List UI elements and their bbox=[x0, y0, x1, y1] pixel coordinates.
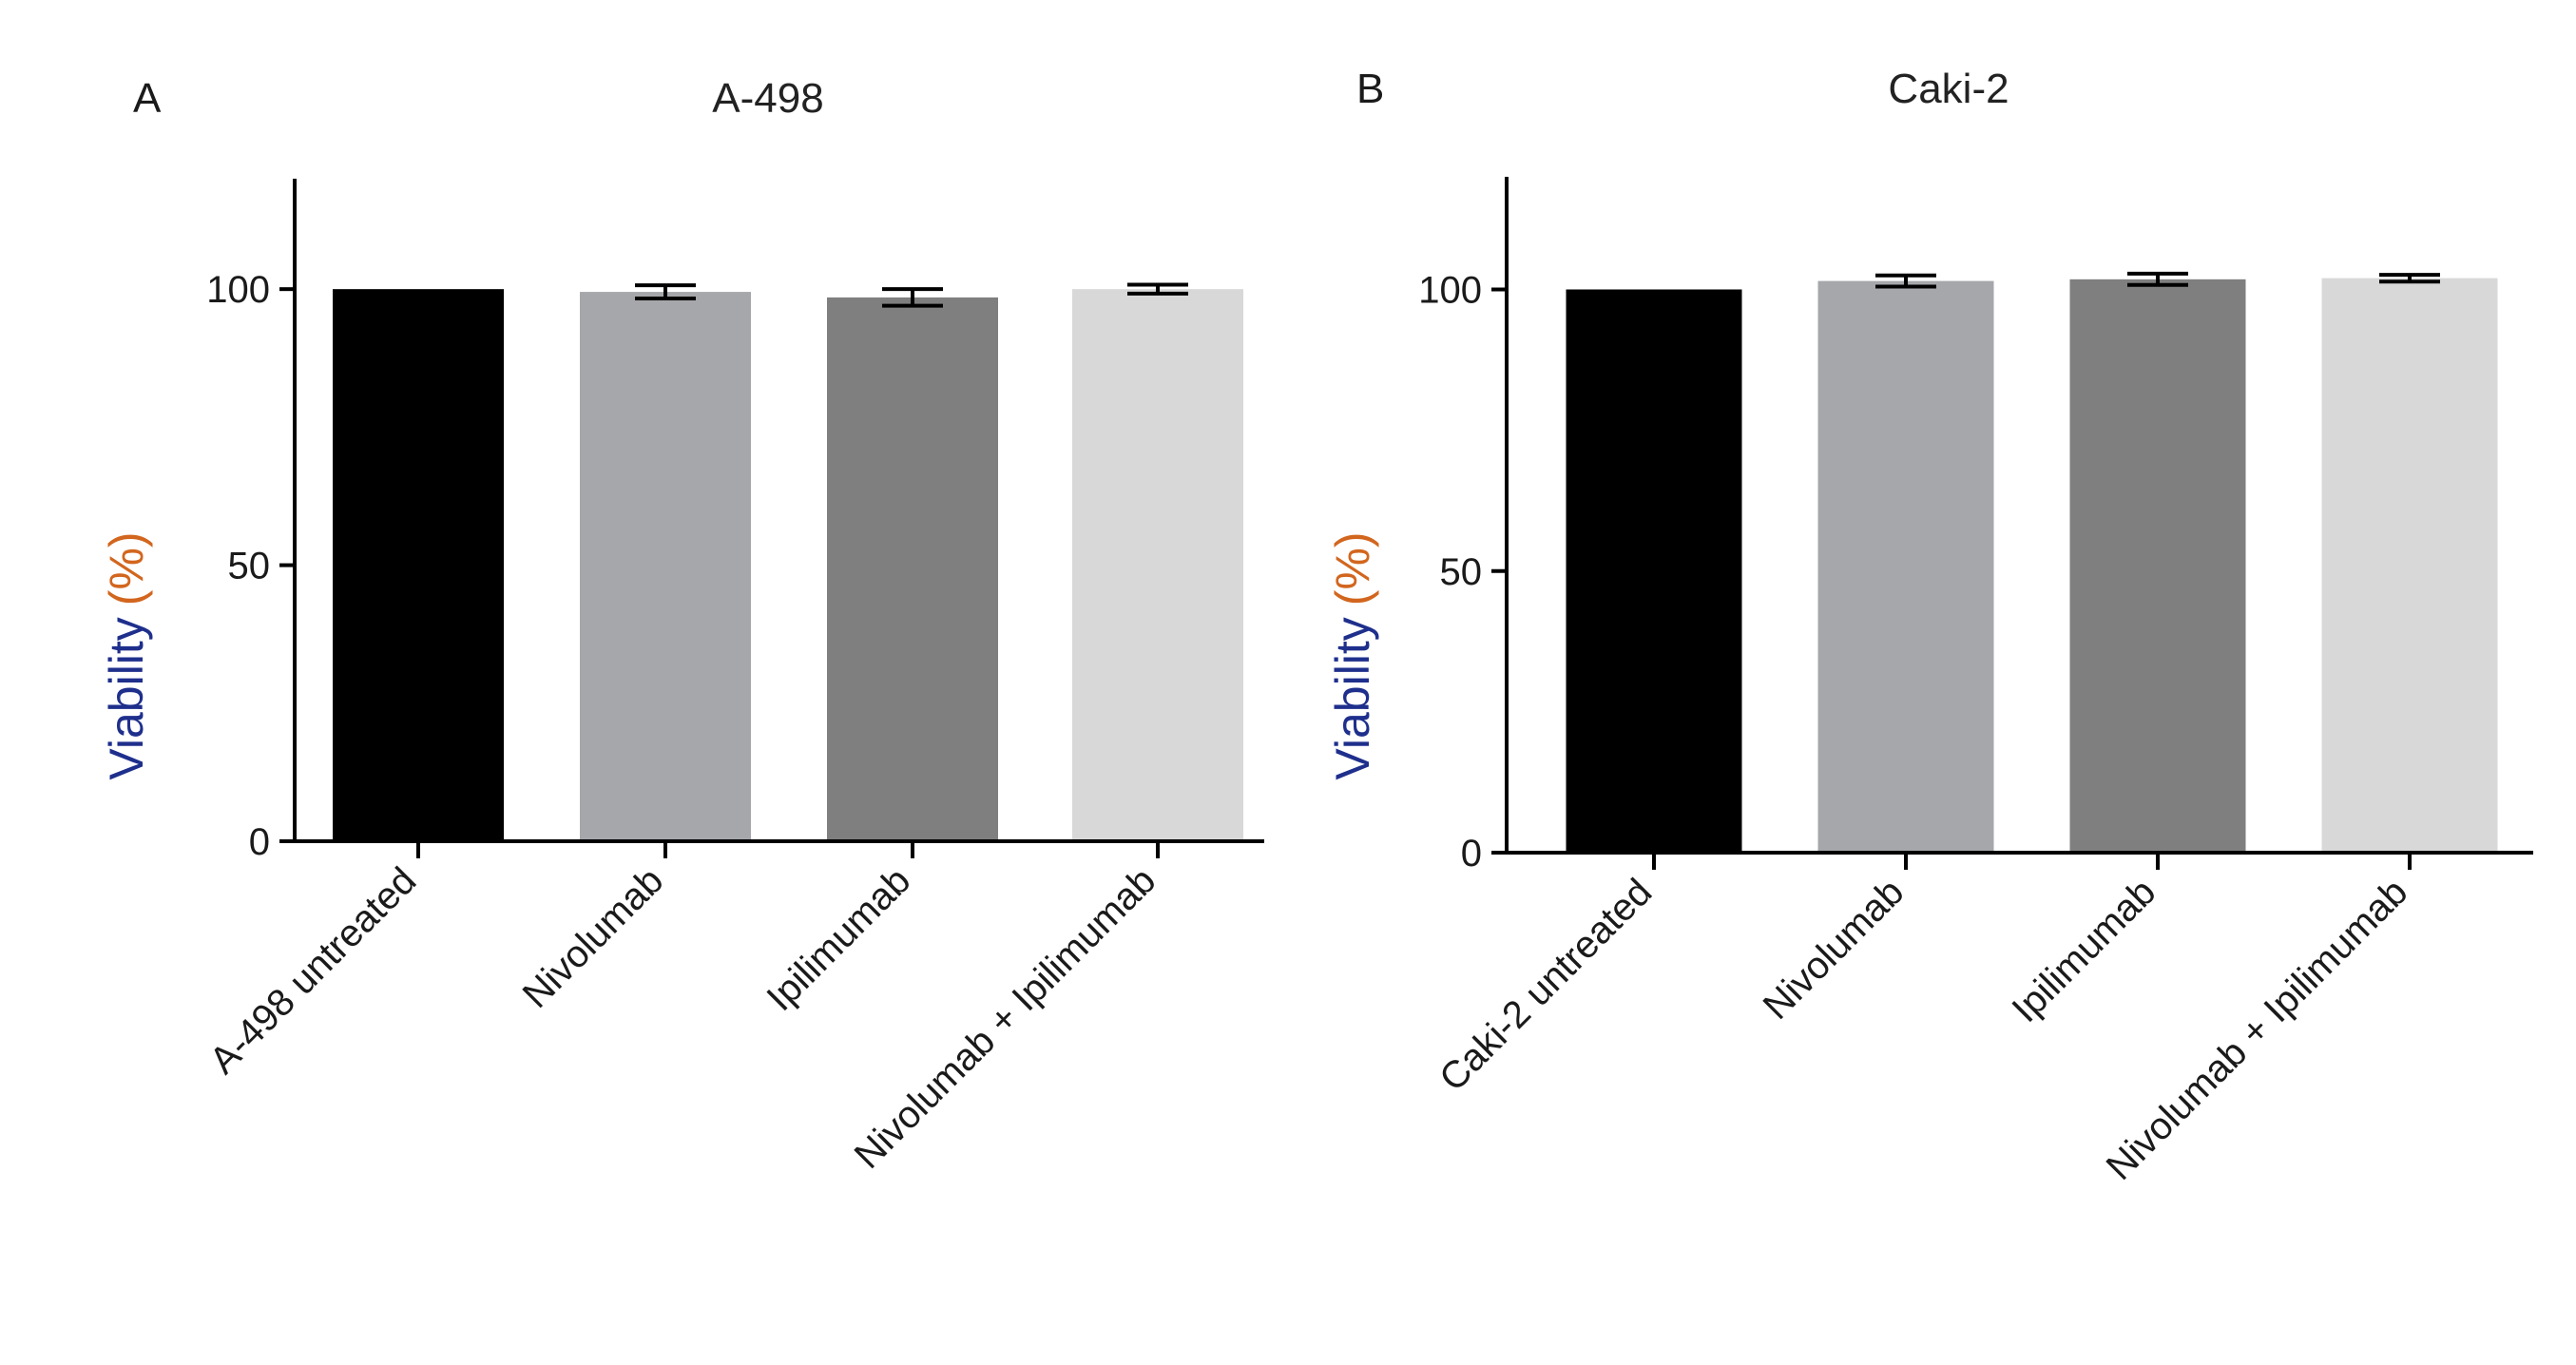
panel-a-bar-1 bbox=[333, 289, 504, 842]
panel-b-bar-3 bbox=[2069, 279, 2246, 854]
panel-a-category-label-2: Nivolumab bbox=[515, 859, 672, 1016]
panel-b-y-label-unit: (%) bbox=[1326, 531, 1379, 606]
panel-b-letter: B bbox=[1356, 66, 1384, 112]
panel-b-error-bar-4 bbox=[2379, 273, 2440, 284]
panel-a-y-tick-label: 0 bbox=[249, 821, 270, 863]
panel-a-category-label-3: Ipilimumab bbox=[759, 859, 918, 1019]
panel-b-y-tick-label: 100 bbox=[1418, 270, 1482, 312]
panel-b-bar-4 bbox=[2321, 278, 2498, 853]
panel-b-bar-2 bbox=[1817, 280, 1994, 853]
panel-b-category-label-4: Nivolumab + Ipilimumab bbox=[2099, 871, 2416, 1188]
panel-a-bar-3 bbox=[827, 297, 998, 842]
panel-b-y-tick-label: 0 bbox=[1461, 833, 1482, 875]
panel-a-y-label-unit: (%) bbox=[100, 531, 153, 606]
panel-b-title: Caki-2 bbox=[1888, 66, 2009, 112]
panel-a-bar-4 bbox=[1072, 289, 1243, 842]
panel-a-error-bar-3 bbox=[882, 287, 943, 308]
panel-b-y-label-main: Viability bbox=[1326, 617, 1379, 779]
panel-b-category-label-2: Nivolumab bbox=[1756, 871, 1913, 1028]
panel-a-title: A-498 bbox=[712, 75, 823, 122]
panel-b-category-label-3: Ipilimumab bbox=[2004, 871, 2163, 1030]
panel-b-category-label-1: Caki-2 untreated bbox=[1432, 871, 1660, 1099]
panel-b: B Caki-2 Viability (%) 0 50 100 Caki-2 untre… bbox=[1326, 66, 2533, 1188]
panel-a-plot-area: 0 50 100 A-498 untreated Nivolumab Ipilimumab… bbox=[202, 179, 1264, 1177]
svg-text:Viability(%): Viability (%) bbox=[1326, 531, 1379, 779]
panel-a-y-label-main: Viability bbox=[100, 617, 153, 779]
panel-a-category-label-1: A-498 untreated bbox=[202, 859, 424, 1082]
panel-a-y-axis-label: Viability (%) bbox=[100, 531, 153, 779]
panel-b-bar-1 bbox=[1566, 289, 1742, 853]
panel-b-y-axis-label: Viability (%) bbox=[1326, 531, 1379, 779]
panel-a-y-tick-label: 100 bbox=[206, 269, 270, 311]
panel-a-letter: A bbox=[133, 75, 162, 122]
panel-a: A A-498 Viability (%) 0 50 100 A-498 untreat… bbox=[100, 75, 1264, 1177]
panel-b-plot-area: 0 50 100 Caki-2 untreated Nivolumab Ipilimuma… bbox=[1418, 177, 2533, 1188]
panel-b-error-bar-2 bbox=[1875, 273, 1936, 289]
panel-a-y-tick-label: 50 bbox=[228, 546, 271, 587]
panel-a-error-bar-4 bbox=[1127, 282, 1188, 296]
panel-a-error-bar-2 bbox=[635, 283, 696, 301]
panel-b-error-bar-3 bbox=[2127, 271, 2188, 287]
panel-b-y-tick-label: 50 bbox=[1440, 551, 1483, 593]
panel-a-bar-2 bbox=[580, 292, 751, 842]
svg-text:Viability(%): Viability (%) bbox=[100, 531, 153, 779]
